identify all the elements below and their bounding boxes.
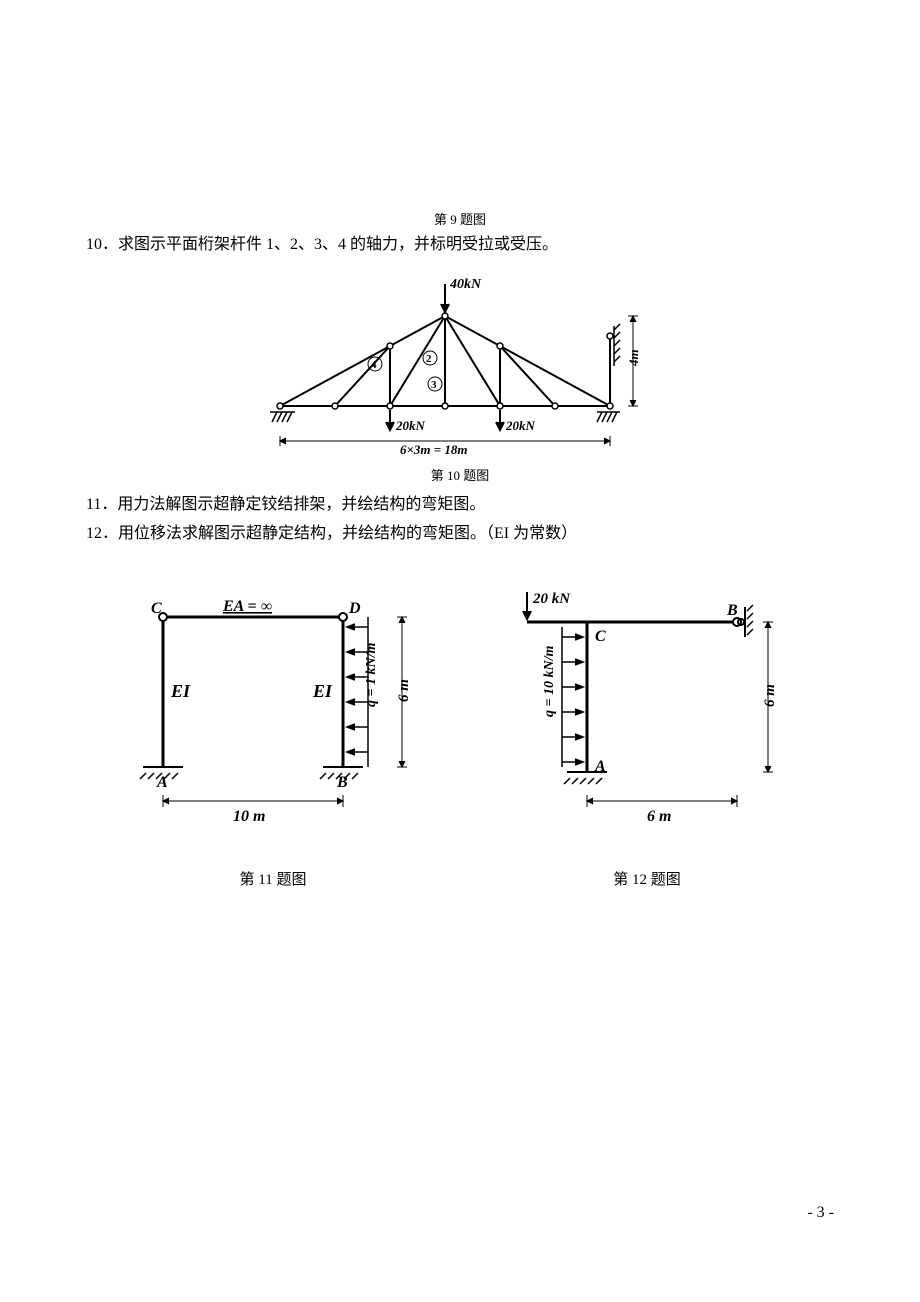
caption-fig-11: 第 11 题图: [86, 868, 460, 889]
caption-fig-9: 第 9 题图: [86, 209, 834, 228]
caption-fig-12: 第 12 题图: [460, 868, 834, 889]
svg-text:q = 1 kN/m: q = 1 kN/m: [364, 642, 379, 706]
svg-text:B: B: [726, 602, 738, 619]
svg-text:q = 10 kN/m: q = 10 kN/m: [542, 645, 557, 716]
question-10-text: 10．求图示平面桁架杆件 1、2、3、4 的轴力，并标明受拉或受压。: [86, 232, 834, 258]
load-20kn-1: 20kN: [395, 418, 426, 433]
svg-text:4: 4: [371, 359, 377, 371]
figure-12: 20 kN B C A q = 10 kN/m: [460, 577, 834, 889]
figure-10: 40kN 20kN 20kN 4 2 3 6×3m = 18m: [86, 266, 834, 484]
svg-text:6 m: 6 m: [647, 808, 671, 825]
svg-text:C: C: [595, 628, 606, 645]
page-number: - 3 -: [807, 1204, 834, 1222]
load-20kn-2: 20kN: [505, 418, 536, 433]
question-11-text: 11．用力法解图示超静定铰结排架，并绘结构的弯矩图。: [86, 492, 834, 518]
svg-text:EI: EI: [170, 681, 191, 701]
svg-text:B: B: [336, 774, 348, 791]
svg-text:EI: EI: [312, 681, 333, 701]
figure-11: C D A B EA = ∞ EI EI q = 1 kN/m: [86, 577, 460, 889]
svg-text:6 m: 6 m: [762, 684, 778, 707]
svg-text:D: D: [348, 600, 361, 617]
svg-text:A: A: [594, 758, 606, 775]
load-40kn: 40kN: [449, 277, 482, 292]
svg-text:3: 3: [431, 379, 437, 391]
svg-text:2: 2: [426, 353, 432, 365]
caption-fig-10: 第 10 题图: [86, 465, 834, 484]
question-12-text: 12．用位移法求解图示超静定结构，并绘结构的弯矩图。（EI 为常数）: [86, 521, 834, 547]
dim-vertical: 4m: [626, 349, 641, 367]
svg-text:C: C: [151, 600, 162, 617]
svg-text:10 m: 10 m: [233, 808, 265, 825]
svg-text:20 kN: 20 kN: [532, 591, 571, 607]
dim-horizontal: 6×3m = 18m: [400, 442, 468, 456]
svg-text:EA = ∞: EA = ∞: [222, 598, 272, 615]
svg-text:A: A: [156, 774, 168, 791]
svg-text:6 m: 6 m: [396, 679, 412, 702]
